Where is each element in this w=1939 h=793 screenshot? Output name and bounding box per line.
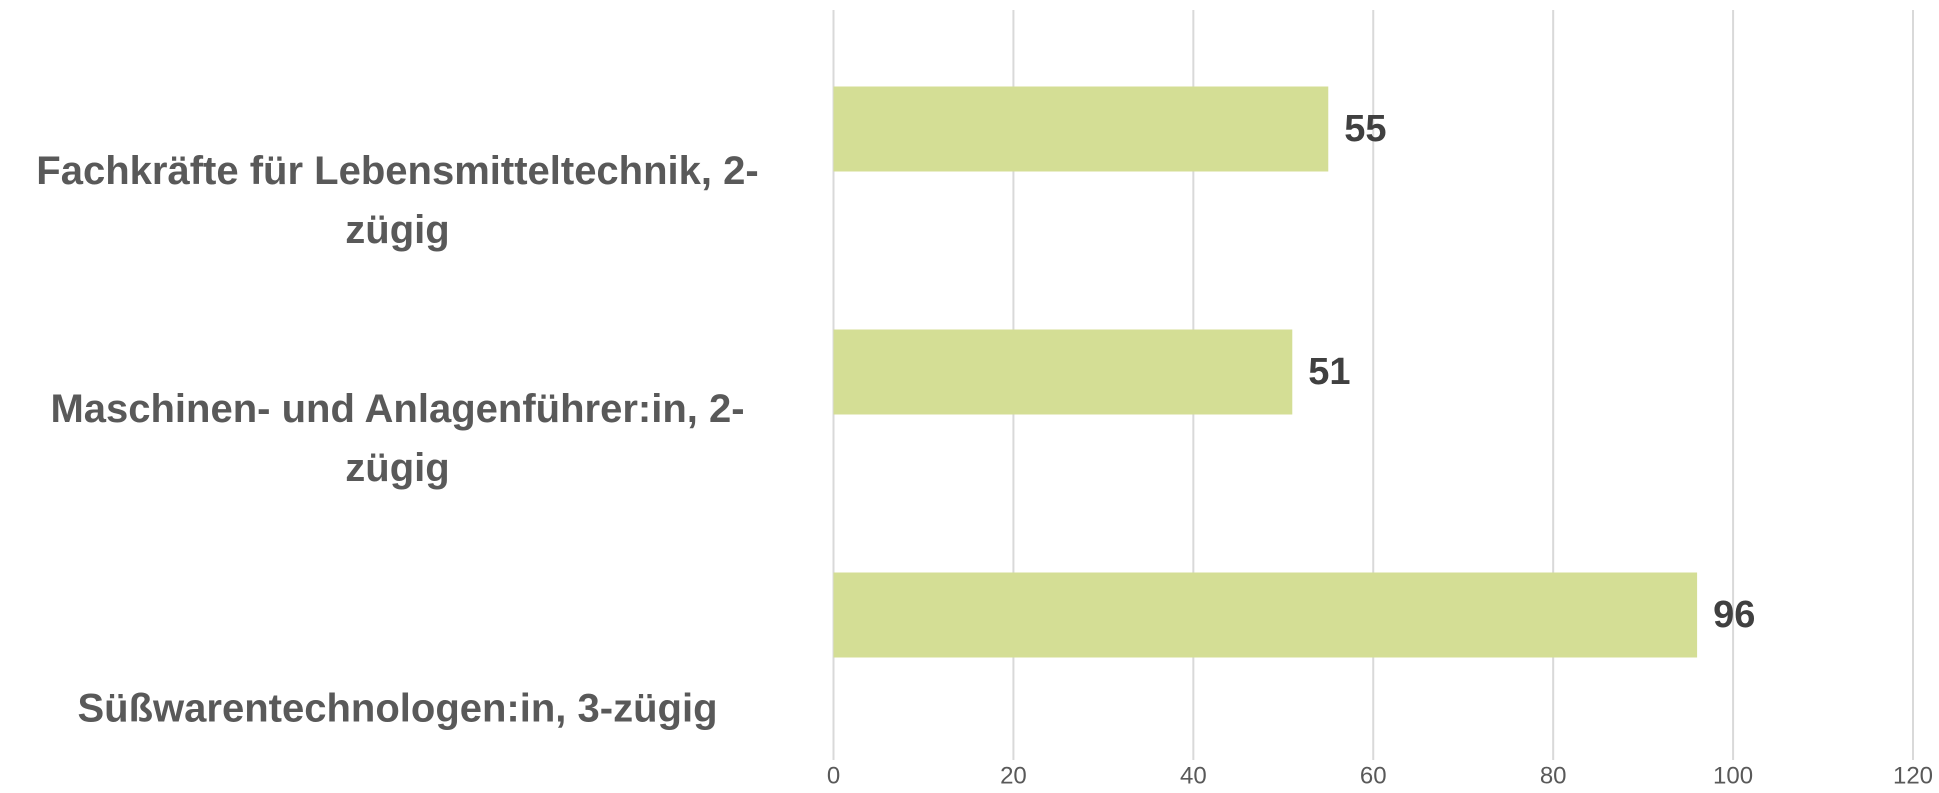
x-tick-label: 40 xyxy=(1180,762,1207,789)
category-label: Süßwarentechnologen:in, 3-zügig xyxy=(77,686,718,731)
value-label: 51 xyxy=(1308,351,1350,393)
x-tick-label: 100 xyxy=(1713,762,1753,789)
bar xyxy=(833,86,1329,172)
value-label: 55 xyxy=(1344,108,1386,150)
bar xyxy=(833,572,1698,658)
category-label: Maschinen- und Anlagenführer:in, 2-zügig xyxy=(50,387,745,490)
x-tick-label: 120 xyxy=(1893,762,1933,789)
x-tick-label: 0 xyxy=(827,762,840,789)
bar xyxy=(833,329,1293,415)
x-tick-label: 60 xyxy=(1360,762,1387,789)
value-label: 96 xyxy=(1713,594,1755,636)
x-tick-label: 80 xyxy=(1540,762,1567,789)
x-tick-label: 20 xyxy=(1000,762,1027,789)
category-label: Fachkräfte für Lebensmitteltechnik, 2-zü… xyxy=(36,149,759,252)
